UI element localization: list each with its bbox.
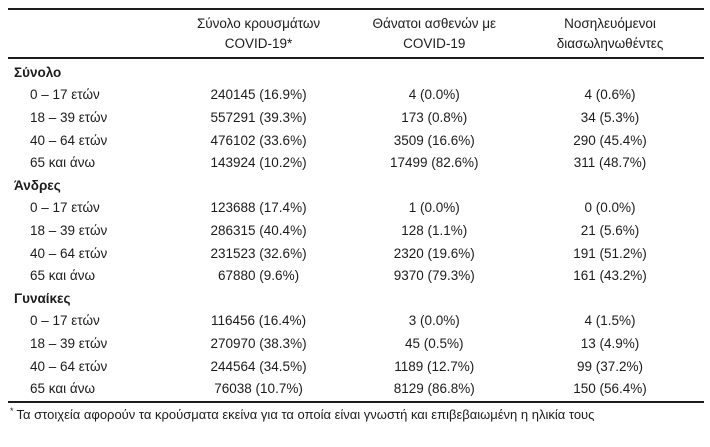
intubated-cell: 4 (0.6%): [584, 87, 636, 103]
table-body: Σύνολο 0 – 17 ετών 240145 (16.9%) 4 (0.0…: [8, 58, 704, 400]
deaths-cell: 4 (0.0%): [408, 87, 460, 103]
deaths-cell: 1 (0.0%): [408, 200, 460, 216]
section-label: Άνδρες: [14, 177, 61, 193]
table-row: 18 – 39 ετών 557291 (39.3%) 173 (0.8%) 3…: [8, 106, 704, 129]
column-header-intubated-line2: διασωληνωθέντες: [556, 36, 664, 51]
covid-age-report-page: Σύνολο κρουσμάτων COVID-19* Θάνατοι ασθε…: [8, 8, 704, 423]
row-label: 40 – 64 ετών: [30, 132, 108, 148]
table-row: 40 – 64 ετών 231523 (32.6%) 2320 (19.6%)…: [8, 242, 704, 265]
cases-cell: 231523 (32.6%): [210, 245, 307, 261]
intubated-cell: 99 (37.2%): [577, 358, 644, 374]
cases-cell: 116456 (16.4%): [211, 313, 307, 329]
intubated-cell: 161 (43.2%): [573, 268, 647, 284]
section-label: Σύνολο: [14, 64, 62, 80]
row-label: 18 – 39 ετών: [30, 109, 108, 125]
cases-cell: 286315 (40.4%): [210, 222, 307, 238]
intubated-cell: 13 (4.9%): [580, 335, 640, 351]
row-label: 65 και άνω: [30, 381, 96, 397]
cases-cell: 240145 (16.9%): [210, 87, 307, 103]
footnote: * Τα στοιχεία αφορούν τα κρούσματα εκείνα…: [8, 400, 704, 423]
deaths-cell: 2320 (19.6%): [393, 245, 475, 261]
section-row-total: Σύνολο: [8, 58, 704, 84]
intubated-cell: 4 (1.5%): [584, 313, 636, 329]
intubated-cell: 0 (0.0%): [584, 200, 636, 216]
row-label: 40 – 64 ετών: [30, 358, 108, 374]
table-row: 65 και άνω 67880 (9.6%) 9370 (79.3%) 161…: [8, 264, 704, 287]
table-row: 0 – 17 ετών 123688 (17.4%) 1 (0.0%) 0 (0…: [8, 197, 704, 220]
column-header-cases: Σύνολο κρουσμάτων COVID-19*: [164, 9, 353, 59]
table-row: 65 και άνω 143924 (10.2%) 17499 (82.6%) …: [8, 151, 704, 174]
column-header-cases-line2: COVID-19*: [224, 36, 293, 51]
deaths-cell: 173 (0.8%): [401, 109, 468, 125]
deaths-cell: 128 (1.1%): [401, 222, 468, 238]
deaths-cell: 3509 (16.6%): [393, 132, 475, 148]
table-row: 40 – 64 ετών 476102 (33.6%) 3509 (16.6%)…: [8, 129, 704, 152]
intubated-cell: 34 (5.3%): [580, 109, 640, 125]
cases-cell: 143924 (10.2%): [210, 155, 307, 171]
section-label: Γυναίκες: [14, 290, 71, 306]
cases-cell: 76038 (10.7%): [214, 381, 303, 397]
covid-age-statistics-table: Σύνολο κρουσμάτων COVID-19* Θάνατοι ασθε…: [8, 8, 704, 400]
table-row: 18 – 39 ετών 270970 (38.3%) 45 (0.5%) 13…: [8, 332, 704, 355]
section-row-women: Γυναίκες: [8, 287, 704, 310]
cases-cell: 557291 (39.3%): [210, 109, 307, 125]
column-header-deaths: Θάνατοι ασθενών με COVID-19: [352, 9, 517, 59]
intubated-cell: 311 (48.7%): [573, 155, 647, 171]
cases-cell: 244564 (34.5%): [210, 358, 307, 374]
column-header-deaths-line2: COVID-19: [403, 36, 466, 51]
row-label: 65 και άνω: [30, 268, 96, 284]
column-header-deaths-line1: Θάνατοι ασθενών με: [372, 16, 497, 31]
row-label: 18 – 39 ετών: [30, 335, 108, 351]
deaths-cell: 9370 (79.3%): [393, 268, 475, 284]
intubated-cell: 150 (56.4%): [573, 381, 647, 397]
header-empty-cell: [8, 9, 165, 59]
row-label: 0 – 17 ετών: [30, 313, 100, 329]
deaths-cell: 1189 (12.7%): [394, 358, 475, 374]
column-header-cases-line1: Σύνολο κρουσμάτων: [196, 16, 321, 31]
cases-cell: 67880 (9.6%): [218, 268, 300, 284]
table-row: 40 – 64 ετών 244564 (34.5%) 1189 (12.7%)…: [8, 355, 704, 378]
deaths-cell: 45 (0.5%): [405, 335, 464, 351]
row-label: 0 – 17 ετών: [30, 87, 100, 103]
column-header-intubated-line1: Νοσηλευόμενοι: [564, 16, 656, 31]
header-row: Σύνολο κρουσμάτων COVID-19* Θάνατοι ασθε…: [8, 9, 704, 59]
intubated-cell: 191 (51.2%): [573, 245, 647, 261]
table-row: 18 – 39 ετών 286315 (40.4%) 128 (1.1%) 2…: [8, 219, 704, 242]
cases-cell: 123688 (17.4%): [210, 200, 307, 216]
row-label: 18 – 39 ετών: [30, 222, 108, 238]
table-row: 65 και άνω 76038 (10.7%) 8129 (86.8%) 15…: [8, 377, 704, 400]
cases-cell: 270970 (38.3%): [210, 335, 307, 351]
table-row: 0 – 17 ετών 240145 (16.9%) 4 (0.0%) 4 (0…: [8, 84, 704, 107]
table-header: Σύνολο κρουσμάτων COVID-19* Θάνατοι ασθε…: [8, 9, 704, 59]
intubated-cell: 290 (45.4%): [573, 132, 647, 148]
table-row: 0 – 17 ετών 116456 (16.4%) 3 (0.0%) 4 (1…: [8, 310, 704, 333]
section-row-men: Άνδρες: [8, 174, 704, 197]
footnote-text: Τα στοιχεία αφορούν τα κρούσματα εκείνα …: [16, 406, 595, 422]
footnote-asterisk-marker: *: [10, 405, 14, 416]
deaths-cell: 8129 (86.8%): [393, 381, 475, 397]
deaths-cell: 3 (0.0%): [408, 313, 460, 329]
row-label: 40 – 64 ετών: [30, 245, 108, 261]
intubated-cell: 21 (5.6%): [580, 222, 640, 238]
cases-cell: 476102 (33.6%): [210, 132, 307, 148]
row-label: 65 και άνω: [30, 155, 96, 171]
deaths-cell: 17499 (82.6%): [389, 155, 479, 171]
row-label: 0 – 17 ετών: [30, 200, 100, 216]
column-header-intubated: Νοσηλευόμενοι διασωληνωθέντες: [516, 9, 704, 59]
